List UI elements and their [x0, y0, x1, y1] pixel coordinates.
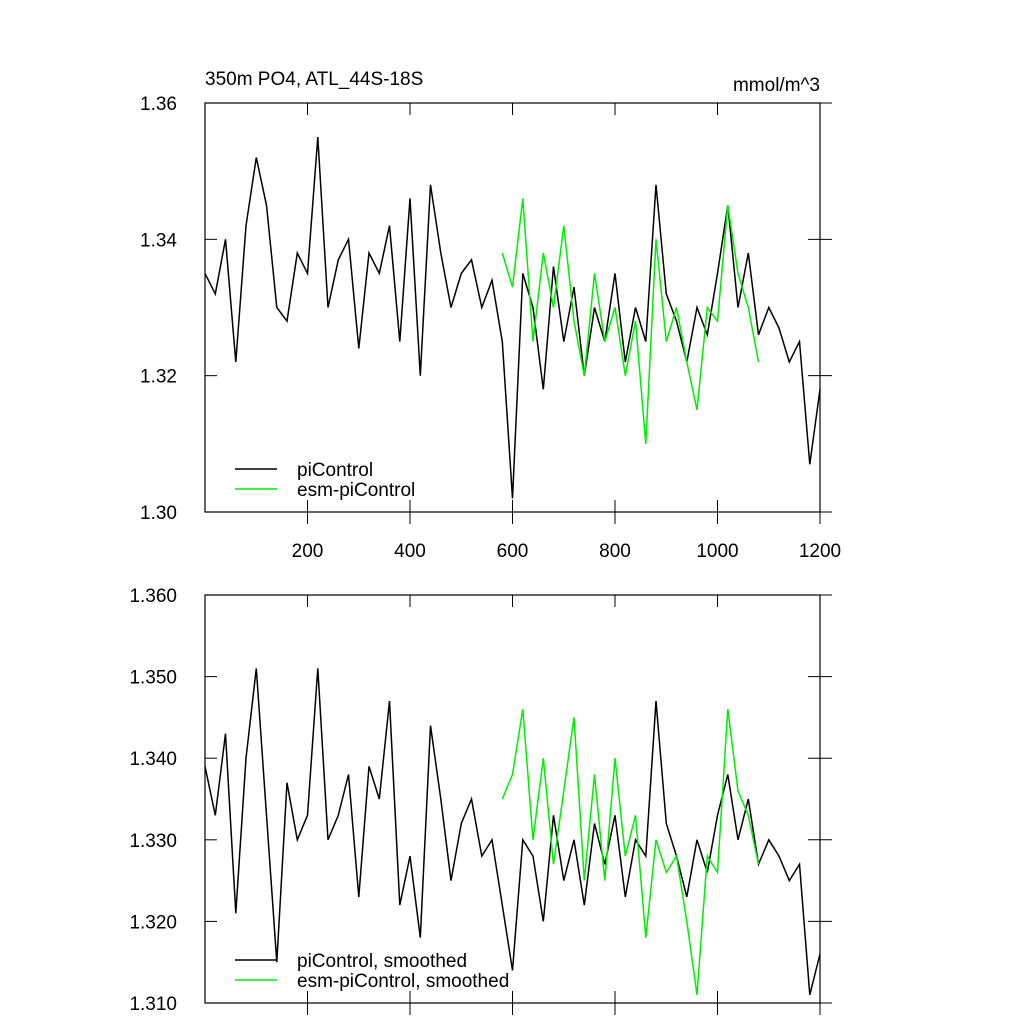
- plot-frame: [204, 594, 821, 1004]
- series-line: [204, 668, 821, 995]
- y-tick-label: 1.350: [129, 668, 177, 689]
- y-tick-label: 1.30: [140, 503, 177, 524]
- legend-label: piControl, smoothed: [297, 951, 467, 972]
- y-tick-label: 1.34: [140, 230, 177, 251]
- plot-frame: [204, 102, 821, 513]
- x-tick-label: 800: [599, 541, 631, 562]
- chart-title: 350m PO4, ATL_44S-18S: [205, 69, 423, 90]
- x-tick-label: 200: [292, 541, 324, 562]
- x-tick-label: 1200: [799, 541, 841, 562]
- y-tick-label: 1.310: [129, 994, 177, 1015]
- x-tick-label: 600: [497, 541, 529, 562]
- legend-label: piControl: [297, 460, 373, 481]
- y-tick-label: 1.330: [129, 831, 177, 852]
- series-line: [501, 198, 760, 444]
- y-tick-label: 1.360: [129, 586, 177, 607]
- series-line: [204, 137, 821, 499]
- legend-label: esm-piControl: [297, 480, 415, 501]
- y-tick-label: 1.32: [140, 367, 177, 388]
- y-tick-label: 1.320: [129, 912, 177, 933]
- x-tick-label: 400: [394, 541, 426, 562]
- x-tick-label: 1000: [696, 541, 738, 562]
- legend-label: esm-piControl, smoothed: [297, 971, 509, 992]
- y-units: mmol/m^3: [733, 75, 820, 96]
- y-tick-label: 1.340: [129, 749, 177, 770]
- y-tick-label: 1.36: [140, 94, 177, 115]
- series-line: [501, 709, 760, 995]
